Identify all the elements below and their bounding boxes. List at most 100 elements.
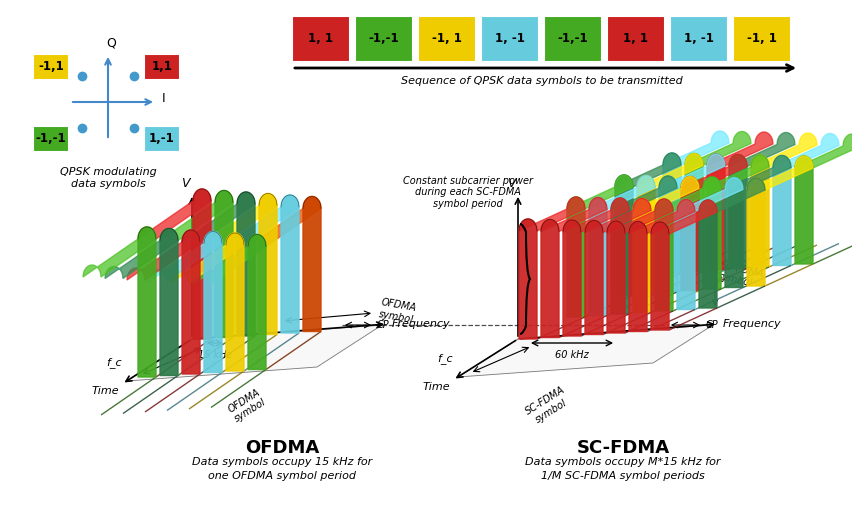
Text: Frequency: Frequency: [723, 319, 781, 329]
Polygon shape: [655, 271, 703, 294]
Text: QPSK modulating
data symbols: QPSK modulating data symbols: [60, 167, 157, 189]
FancyBboxPatch shape: [733, 16, 791, 62]
Polygon shape: [615, 175, 633, 295]
Polygon shape: [677, 270, 725, 292]
Polygon shape: [795, 134, 852, 168]
Polygon shape: [83, 227, 156, 277]
Polygon shape: [226, 195, 299, 245]
Polygon shape: [703, 177, 721, 289]
FancyBboxPatch shape: [544, 16, 602, 62]
Polygon shape: [707, 154, 725, 270]
Polygon shape: [681, 154, 747, 188]
Polygon shape: [160, 229, 178, 376]
Polygon shape: [685, 131, 751, 165]
Polygon shape: [149, 231, 222, 281]
Polygon shape: [651, 222, 669, 330]
Polygon shape: [182, 230, 200, 374]
Polygon shape: [105, 229, 178, 278]
Polygon shape: [677, 178, 743, 212]
Text: CP: CP: [706, 320, 718, 330]
Polygon shape: [167, 372, 222, 411]
Text: 1, 1: 1, 1: [624, 32, 648, 46]
Text: V: V: [507, 177, 515, 190]
Polygon shape: [813, 242, 852, 264]
Polygon shape: [659, 154, 725, 188]
Polygon shape: [707, 132, 773, 166]
Polygon shape: [773, 155, 791, 265]
Text: -1,-1: -1,-1: [369, 32, 400, 46]
Polygon shape: [747, 178, 765, 286]
Polygon shape: [747, 156, 813, 190]
Polygon shape: [200, 336, 255, 374]
Text: SC-FDMA: SC-FDMA: [577, 439, 670, 457]
Polygon shape: [699, 200, 717, 308]
Polygon shape: [607, 221, 625, 333]
Polygon shape: [611, 198, 629, 314]
Polygon shape: [699, 178, 765, 212]
Polygon shape: [633, 177, 699, 211]
Polygon shape: [603, 312, 651, 335]
Polygon shape: [669, 308, 717, 330]
FancyBboxPatch shape: [144, 54, 180, 80]
Polygon shape: [281, 195, 299, 333]
Polygon shape: [655, 177, 721, 211]
Polygon shape: [266, 331, 321, 370]
Polygon shape: [651, 290, 699, 312]
Text: one OFDMA symbol period: one OFDMA symbol period: [208, 471, 356, 481]
FancyBboxPatch shape: [670, 16, 728, 62]
Polygon shape: [751, 133, 817, 167]
Polygon shape: [303, 196, 321, 331]
Polygon shape: [244, 333, 299, 371]
Polygon shape: [585, 295, 633, 317]
Polygon shape: [145, 374, 200, 412]
Polygon shape: [703, 155, 769, 189]
Text: SC-FDMA
symbol: SC-FDMA symbol: [523, 385, 573, 427]
Polygon shape: [101, 377, 156, 415]
FancyBboxPatch shape: [355, 16, 413, 62]
Polygon shape: [563, 220, 581, 336]
Polygon shape: [773, 134, 839, 168]
Text: CP: CP: [377, 320, 389, 330]
Polygon shape: [127, 325, 382, 381]
Polygon shape: [204, 194, 277, 244]
Text: Frequency: Frequency: [392, 319, 451, 329]
Text: Sequence of QPSK data symbols to be transmitted: Sequence of QPSK data symbols to be tran…: [400, 76, 682, 86]
Polygon shape: [615, 153, 681, 187]
Text: 1, -1: 1, -1: [495, 32, 525, 46]
Polygon shape: [138, 227, 156, 377]
Polygon shape: [581, 314, 629, 336]
Polygon shape: [663, 153, 681, 273]
Polygon shape: [178, 337, 233, 376]
Polygon shape: [685, 154, 703, 271]
Polygon shape: [585, 220, 603, 335]
Polygon shape: [655, 199, 673, 311]
Text: V: V: [181, 177, 189, 190]
Polygon shape: [703, 250, 751, 271]
Polygon shape: [633, 273, 681, 295]
Polygon shape: [681, 251, 729, 273]
Text: f_c: f_c: [106, 358, 122, 369]
Polygon shape: [673, 289, 721, 311]
Polygon shape: [729, 154, 747, 269]
Polygon shape: [211, 370, 266, 408]
Text: -1,-1: -1,-1: [558, 32, 589, 46]
Polygon shape: [765, 264, 813, 286]
Polygon shape: [629, 221, 647, 331]
Polygon shape: [259, 194, 277, 335]
Text: 1, 1: 1, 1: [308, 32, 333, 46]
Polygon shape: [567, 197, 585, 317]
Text: OFDMA
symbol: OFDMA symbol: [378, 297, 417, 325]
Polygon shape: [248, 196, 321, 246]
Polygon shape: [743, 265, 791, 287]
Text: OFDMA: OFDMA: [245, 439, 320, 457]
Polygon shape: [629, 200, 695, 234]
FancyBboxPatch shape: [144, 126, 180, 152]
Polygon shape: [721, 267, 769, 289]
Polygon shape: [769, 245, 817, 267]
Polygon shape: [458, 325, 713, 377]
Polygon shape: [791, 244, 839, 265]
Polygon shape: [677, 200, 695, 310]
Polygon shape: [647, 310, 695, 331]
Polygon shape: [725, 178, 743, 287]
Polygon shape: [226, 233, 244, 371]
